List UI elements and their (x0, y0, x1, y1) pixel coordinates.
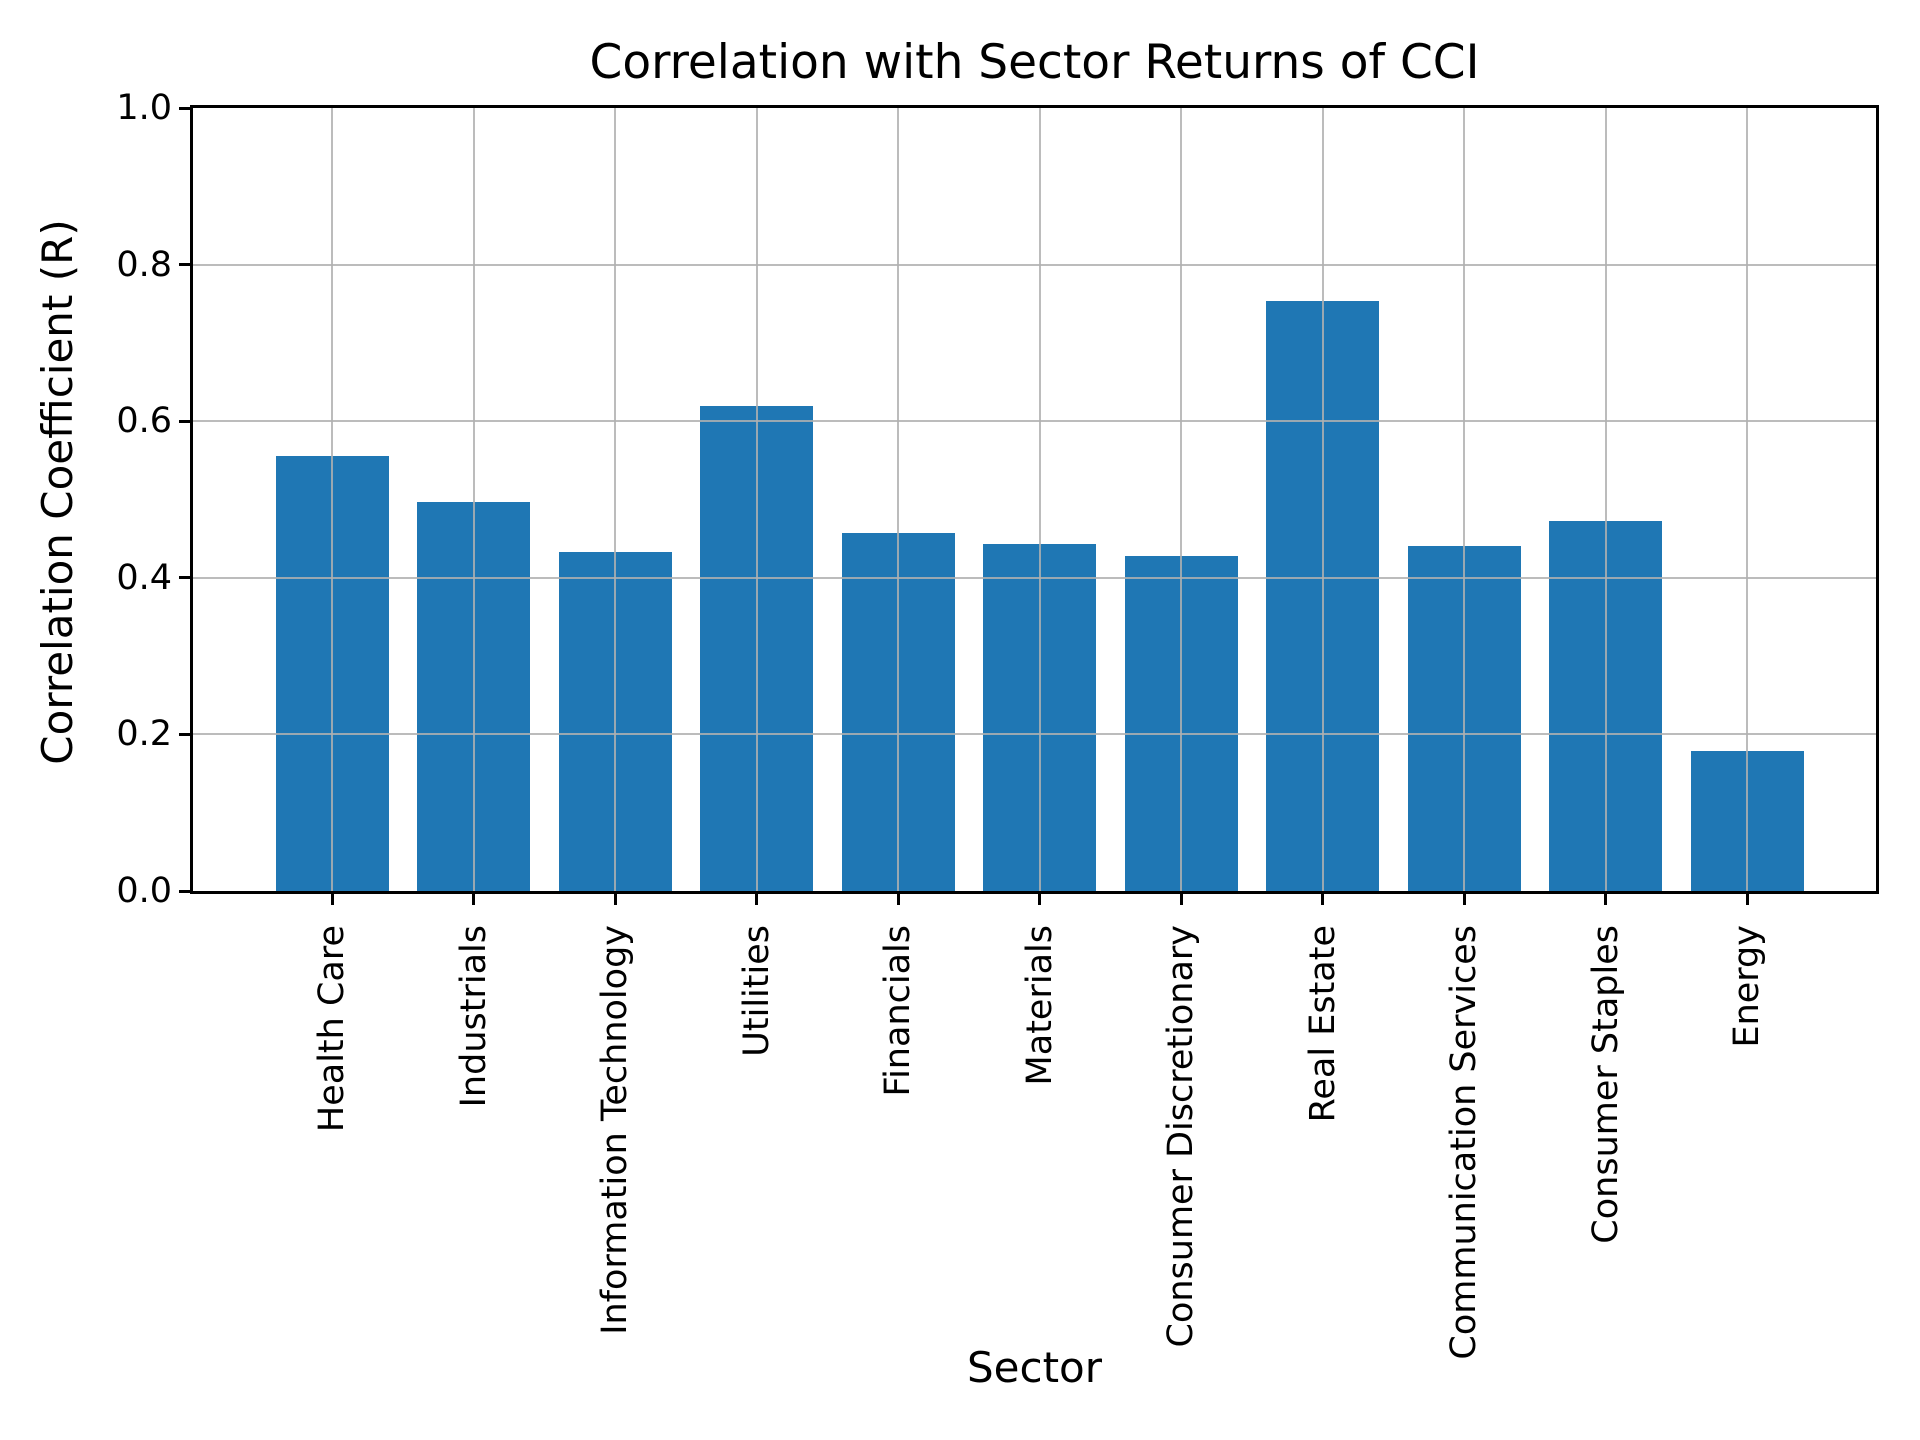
y-gridline-0.2 (193, 733, 1876, 736)
x-tick-consumer-discretionary (1179, 893, 1183, 905)
x-gridline-utilities (755, 108, 758, 891)
x-gridline-consumer-discretionary (1180, 108, 1182, 891)
y-axis-label: Correlation Coefficient (R) (33, 219, 82, 765)
x-tick-communication-services (1462, 893, 1466, 905)
x-tick-real-estate (1321, 893, 1324, 905)
x-tick-financials (896, 893, 900, 905)
y-tick-0.2 (179, 732, 191, 736)
y-tick-label-0.0: 0.0 (116, 871, 172, 911)
x-tick-health-care (330, 893, 334, 905)
x-tick-industrials (472, 893, 475, 905)
x-tick-label-consumer-staples: Consumer Staples (1585, 925, 1626, 1244)
y-tick-1.0 (179, 106, 191, 110)
x-gridline-energy (1746, 108, 1748, 891)
y-tick-0.6 (179, 419, 191, 423)
plot-area (190, 105, 1879, 894)
y-tick-label-0.2: 0.2 (116, 714, 172, 755)
y-tick-label-0.8: 0.8 (116, 244, 172, 285)
x-tick-label-utilities: Utilities (736, 925, 777, 1057)
y-gridline-0.8 (193, 263, 1876, 266)
x-tick-label-communication-services: Communication Services (1444, 925, 1484, 1360)
y-tick-label-0.4: 0.4 (116, 557, 172, 598)
vertical-gridlines (193, 108, 1876, 891)
horizontal-gridlines (193, 108, 1876, 891)
x-tick-energy (1745, 893, 1749, 905)
x-gridline-health-care (331, 108, 333, 891)
y-tick-label-1.0: 1.0 (116, 88, 172, 128)
y-gridline-0.4 (193, 576, 1876, 579)
x-tick-label-industrials: Industrials (453, 925, 494, 1108)
x-tick-label-information-technology: Information Technology (595, 925, 635, 1335)
x-tick-label-consumer-discretionary: Consumer Discretionary (1161, 925, 1201, 1348)
x-axis-label: Sector (966, 1343, 1103, 1392)
x-gridline-industrials (472, 108, 475, 891)
x-tick-label-energy: Energy (1727, 925, 1767, 1048)
y-tick-0.8 (179, 263, 191, 267)
y-gridline-0.6 (193, 420, 1876, 423)
x-tick-utilities (755, 893, 758, 905)
y-tick-label-0.6: 0.6 (116, 401, 172, 442)
x-tick-label-health-care: Health Care (312, 925, 352, 1133)
x-tick-information-technology (613, 893, 617, 905)
x-gridline-communication-services (1463, 108, 1465, 891)
x-gridline-consumer-staples (1604, 108, 1607, 891)
x-gridline-real-estate (1321, 108, 1324, 891)
x-tick-label-real-estate: Real Estate (1302, 925, 1343, 1123)
chart-title: Correlation with Sector Returns of CCI (589, 35, 1480, 90)
y-tick-0.4 (179, 576, 191, 580)
x-tick-materials (1038, 893, 1041, 905)
x-gridline-information-technology (614, 108, 616, 891)
y-tick-0.0 (179, 889, 191, 893)
x-tick-consumer-staples (1604, 893, 1607, 905)
x-gridline-financials (897, 108, 899, 891)
x-gridline-materials (1038, 108, 1041, 891)
x-tick-label-materials: Materials (1019, 925, 1060, 1086)
x-tick-label-financials: Financials (878, 925, 918, 1097)
